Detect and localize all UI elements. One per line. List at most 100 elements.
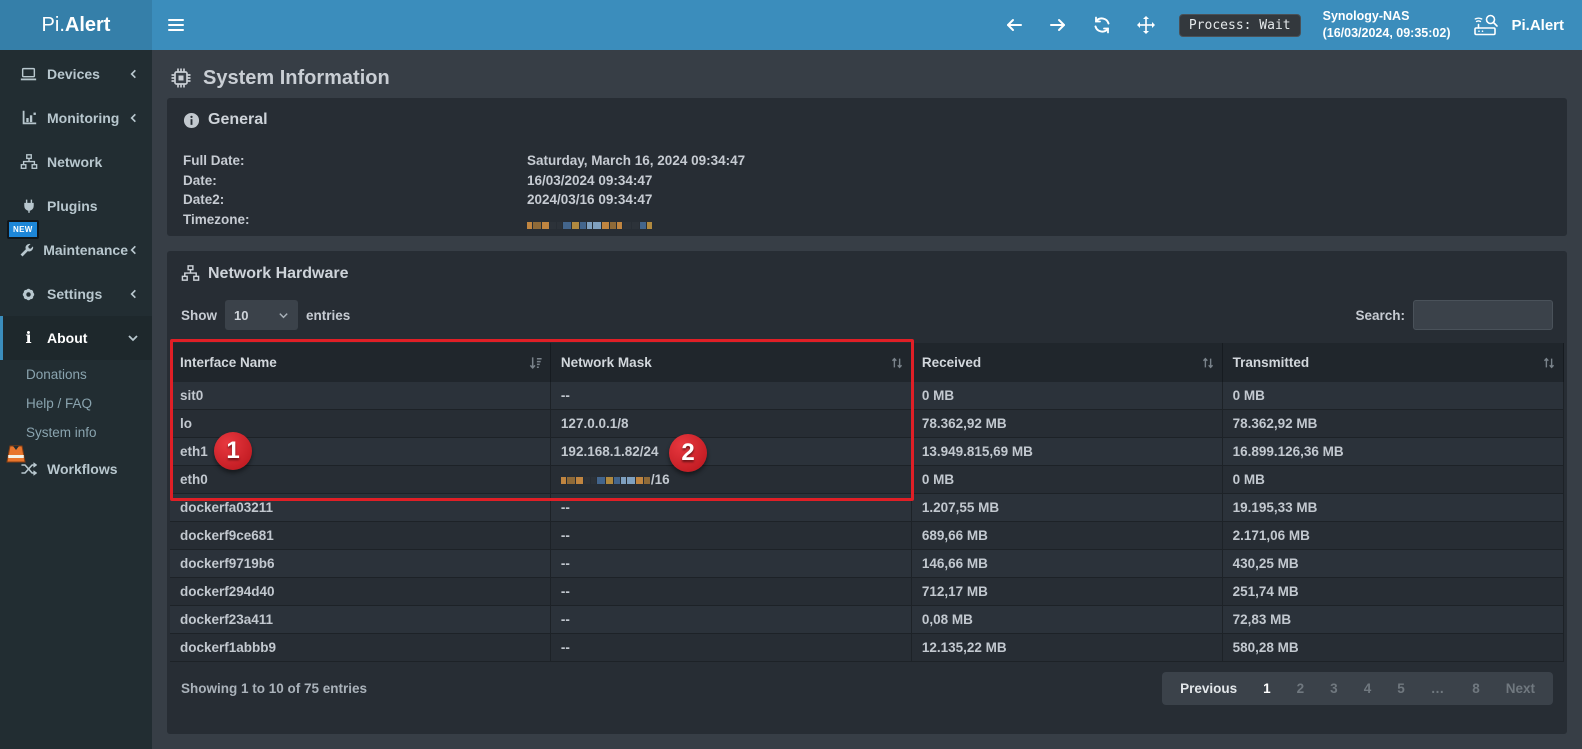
- sidebar-item-label: Monitoring: [47, 110, 120, 126]
- date-value: 16/03/2024 09:34:47: [527, 172, 653, 188]
- table-cell: dockerf294d40: [170, 577, 551, 606]
- brand-label: Pi.Alert: [1511, 16, 1564, 34]
- plug-icon: [18, 197, 39, 215]
- submenu-item-system-info[interactable]: System info: [26, 425, 97, 440]
- sidebar-item-label: Plugins: [47, 198, 98, 214]
- table-cell: 146,66 MB: [911, 549, 1223, 578]
- sidebar-item-plugins[interactable]: Plugins: [0, 184, 152, 228]
- top-navbar: Pi. Alert Process: Wait Synology-NAS (16/…: [0, 0, 1582, 50]
- sidebar-item-devices[interactable]: Devices: [0, 52, 152, 96]
- brand[interactable]: Pi.Alert: [1472, 12, 1564, 38]
- table-cell: 689,66 MB: [911, 521, 1223, 550]
- table-cell: --: [550, 521, 912, 550]
- sort-both-icon: [1542, 355, 1556, 370]
- chevron-down-icon: [127, 332, 139, 344]
- pagination-page-3[interactable]: 3: [1330, 681, 1338, 696]
- app-logo[interactable]: Pi. Alert: [0, 0, 152, 50]
- page-length-select[interactable]: 10: [225, 300, 298, 330]
- sidebar-item-about[interactable]: i About: [0, 316, 152, 360]
- timezone-label: Timezone:: [183, 211, 250, 227]
- pagination-page-4[interactable]: 4: [1363, 681, 1372, 696]
- chevron-left-icon: [128, 68, 139, 80]
- chevron-left-icon: [128, 288, 139, 300]
- date-label: Date:: [183, 172, 217, 188]
- page-title: System Information: [167, 58, 1567, 98]
- column-header-transmitted[interactable]: Transmitted: [1222, 343, 1565, 382]
- network-hardware-header: Network Hardware: [170, 264, 1564, 283]
- table-row: dockerf9ce681 -- 689,66 MB 2.171,06 MB: [170, 521, 1565, 550]
- nav-forward-icon[interactable]: [1047, 14, 1069, 36]
- sidebar-item-workflows[interactable]: Workflows: [0, 445, 152, 491]
- nav-back-icon[interactable]: [1003, 14, 1025, 36]
- redacted-timezone-value: [527, 210, 652, 229]
- table-cell: dockerf23a411: [170, 605, 551, 634]
- pagination-ellipsis: …: [1430, 681, 1447, 696]
- column-header-network-mask[interactable]: Network Mask: [550, 343, 912, 382]
- sidebar-item-monitoring[interactable]: Monitoring: [0, 96, 152, 140]
- table-cell: 19.195,33 MB: [1222, 493, 1565, 522]
- table-row: eth0/16 0 MB 0 MB: [170, 465, 1565, 494]
- pagination-page-5[interactable]: 5: [1397, 681, 1405, 696]
- sidebar-item-network[interactable]: Network: [0, 140, 152, 184]
- router-scan-icon: [1472, 12, 1502, 38]
- table-cell: 0,08 MB: [911, 605, 1223, 634]
- pagination-previous[interactable]: Previous: [1180, 681, 1238, 696]
- table-row: dockerf294d40 -- 712,17 MB 251,74 MB: [170, 577, 1565, 606]
- table-cell: 251,74 MB: [1222, 577, 1565, 606]
- sidebar-item-maintenance[interactable]: NEW Maintenance: [0, 220, 152, 272]
- table-cell: 0 MB: [911, 382, 1223, 410]
- general-row-date2: Date2: 2024/03/16 09:34:47: [183, 190, 1551, 210]
- network-hardware-title: Network Hardware: [208, 264, 349, 282]
- show-label: Show: [181, 307, 217, 323]
- general-panel: General Full Date: Saturday, March 16, 2…: [167, 98, 1567, 236]
- table-cell: 2.171,06 MB: [1222, 521, 1565, 550]
- info-circle-icon: [183, 112, 200, 129]
- search-input[interactable]: [1413, 300, 1553, 330]
- main-content: System Information General Full Date: Sa…: [152, 50, 1582, 749]
- move-icon[interactable]: [1135, 14, 1157, 36]
- pagination-page-1[interactable]: 1: [1263, 681, 1271, 696]
- table-row: dockerf1abbb9 -- 12.135,22 MB 580,28 MB: [170, 633, 1565, 662]
- sort-both-icon: [1201, 355, 1215, 370]
- general-title: General: [208, 111, 268, 128]
- about-submenu: Donations Help / FAQ System info: [0, 360, 152, 447]
- table-cell: 580,28 MB: [1222, 633, 1565, 662]
- redacted-ip-value: [560, 476, 650, 484]
- full-date-value: Saturday, March 16, 2024 09:34:47: [527, 153, 746, 168]
- table-cell: 192.168.1.82/24: [550, 437, 912, 466]
- date2-value: 2024/03/16 09:34:47: [527, 192, 653, 207]
- page-title-text: System Information: [203, 66, 390, 89]
- new-badge: NEW: [7, 220, 39, 239]
- table-row: lo 127.0.0.1/8 78.362,92 MB 78.362,92 MB: [170, 409, 1565, 438]
- column-header-interface-name[interactable]: Interface Name: [170, 343, 551, 382]
- device-name: Synology-NAS: [1322, 9, 1410, 24]
- submenu-item-help-faq[interactable]: Help / FAQ: [26, 396, 93, 411]
- table-cell: --: [550, 382, 912, 410]
- construction-vest-icon: [5, 443, 27, 465]
- column-header-received[interactable]: Received: [911, 343, 1223, 382]
- sidebar-item-settings[interactable]: Settings: [0, 272, 152, 316]
- table-cell: /16: [550, 465, 912, 494]
- general-row-date: Date: 16/03/2024 09:34:47: [183, 171, 1551, 191]
- chevron-down-icon: [278, 310, 289, 321]
- shuffle-icon: [18, 461, 39, 477]
- gear-icon: [18, 286, 39, 303]
- table-cell: lo: [170, 409, 551, 438]
- table-cell: 12.135,22 MB: [911, 633, 1223, 662]
- table-cell: 127.0.0.1/8: [550, 409, 912, 438]
- sidebar-toggle-button[interactable]: [154, 0, 198, 50]
- entries-label: entries: [306, 307, 351, 323]
- pagination-next[interactable]: Next: [1505, 681, 1535, 696]
- table-row: dockerfa03211 -- 1.207,55 MB 19.195,33 MB: [170, 493, 1565, 522]
- table-cell: 16.899.126,36 MB: [1222, 437, 1565, 466]
- laptop-icon: [18, 65, 39, 83]
- table-cell: 712,17 MB: [911, 577, 1223, 606]
- submenu-item-donations[interactable]: Donations: [26, 367, 87, 382]
- sidebar-item-label: Workflows: [47, 461, 118, 477]
- table-cell: 78.362,92 MB: [1222, 409, 1565, 438]
- pagination-page-2[interactable]: 2: [1296, 681, 1305, 696]
- showing-entries-info: Showing 1 to 10 of 75 entries: [181, 681, 368, 696]
- table-row: eth1 192.168.1.82/24 13.949.815,69 MB 16.89…: [170, 437, 1565, 466]
- refresh-icon[interactable]: [1091, 14, 1113, 36]
- pagination-page-8[interactable]: 8: [1472, 681, 1480, 696]
